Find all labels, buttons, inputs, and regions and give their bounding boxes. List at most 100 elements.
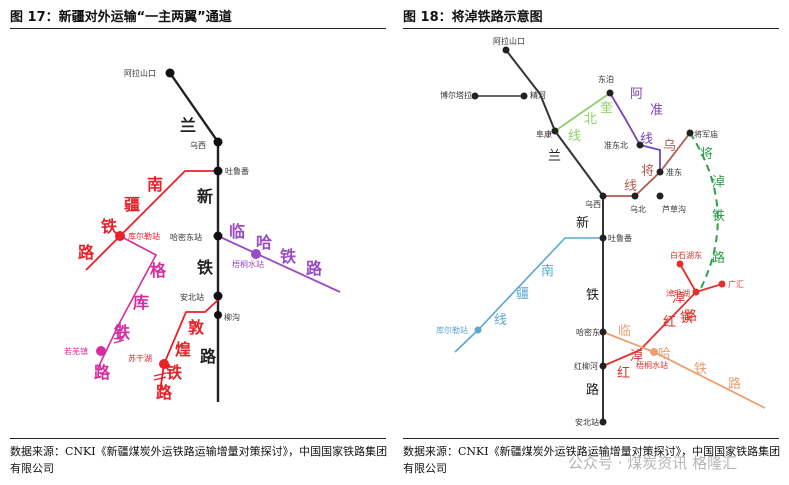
r-wujiang-char-1: 乌 (663, 138, 676, 154)
r-dot-dongba (606, 89, 614, 97)
dunhuang-char-1: 敦 (188, 318, 205, 337)
r-kuibei-line (554, 92, 611, 132)
r-naohong-line (602, 283, 723, 367)
r-linha-char-4: 路 (728, 376, 741, 392)
r-dot-anbei (599, 418, 607, 426)
r-jiangnao-char-2: 淖 (712, 175, 725, 190)
label-liugou: 柳沟 (224, 312, 240, 322)
gekuer-char-4: 路 (94, 363, 111, 382)
r-naohong-char-3: 铁 (680, 311, 693, 326)
r-label-jinghe: 精河 (530, 90, 546, 100)
r-label-alashankou: 阿拉山口 (493, 36, 525, 46)
r-dot-lucaogou (656, 192, 664, 200)
r-label-zhundong: 准东 (666, 167, 682, 177)
label-hamidong: 哈密东站 (170, 232, 202, 242)
r-wujiang-char-3: 线 (624, 179, 637, 194)
r-nanjiang-char-2: 疆 (516, 287, 529, 302)
gekuer-char-3: 铁 (114, 323, 130, 342)
station-dot-hamidong (213, 231, 223, 241)
r-wujiang-char-2: 将 (641, 164, 654, 179)
r-baishihu-branch (679, 263, 697, 293)
label-qiaotong: 梧桐水站 (232, 259, 264, 269)
label-kuerle: 库尔勒站 (128, 231, 160, 241)
r-dot-wuxi (599, 192, 607, 200)
linha-char-2: 哈 (256, 233, 272, 252)
r-lanxin-char-1: 兰 (548, 149, 561, 164)
linha-line (217, 235, 341, 293)
nanjiang-char-1: 南 (147, 175, 163, 194)
watermark: 公众号 · 煤炭资讯 格隆汇 (568, 454, 738, 472)
station-dot-alashankou (165, 68, 175, 78)
right-source-note: 数据来源：CNKI《新疆煤炭外运铁路运输增量对策探讨》，中国国家铁路集团有限公司 (403, 445, 781, 475)
r-dot-naomaohu (692, 288, 700, 296)
lanxin-char-4: 路 (200, 347, 217, 366)
linha-char-3: 铁 (280, 247, 296, 266)
r-label-kuerle: 库尔勒站 (436, 325, 468, 335)
r-label-anbei: 安北站 (575, 417, 599, 427)
r-label-honglioahe: 红柳河 (574, 361, 598, 371)
r-kuibei-char-2: 北 (584, 112, 597, 127)
r-linha-char-3: 铁 (694, 362, 707, 377)
r-azhun-char-2: 准 (650, 103, 663, 118)
r-dot-honglioahe (599, 362, 607, 370)
r-label-wubei: 乌北 (630, 204, 646, 214)
gekuer-char-2: 库 (133, 293, 149, 312)
linha-char-1: 临 (229, 222, 245, 241)
r-label-dongba: 东泊 (598, 74, 614, 84)
r-label-qiaotong: 梧桐水站 (636, 360, 668, 370)
gekuer-tick-2 (113, 339, 125, 344)
nanjiang-char-3: 铁 (101, 217, 117, 236)
lanxin-char-2: 新 (197, 187, 213, 206)
r-dot-jiangjunmiao (686, 129, 694, 137)
nanjiang-line (85, 170, 218, 271)
dunhuang-char-4: 路 (156, 383, 173, 402)
station-dot-qiaotong (251, 249, 261, 259)
r-dot-qiaotong (650, 348, 658, 356)
r-naohong-char-1: 淖 (672, 291, 685, 306)
station-dot-suganhu (159, 359, 169, 369)
dunhuang-char-3: 铁 (166, 363, 182, 382)
dunhuang-tick-1 (153, 372, 167, 377)
r-lanxin-char-3: 铁 (586, 288, 599, 303)
station-dot-kuerle (115, 231, 125, 241)
right-source-rule (403, 438, 779, 439)
r-red-char-1: 淖 (630, 349, 643, 364)
left-diagram: 阿拉山口 乌西 吐鲁番 哈密东站 安北站 柳沟 库尔勒站 若羌镇 苏干湖 梧桐水… (64, 68, 341, 402)
right-title-rule (403, 28, 779, 29)
r-kuibei-char-1: 奎 (600, 101, 613, 116)
station-dot-wuxi (213, 137, 223, 147)
r-lanxin-char-4: 路 (586, 382, 599, 398)
r-dot-hamidong (599, 328, 607, 336)
r-label-wuxi: 乌西 (585, 199, 601, 209)
r-dot-kuitun (551, 127, 559, 135)
dunhuang-char-2: 煌 (175, 340, 191, 359)
label-suganhu: 苏干湖 (128, 353, 152, 363)
right-diagram: 阿拉山口 博尔塔拉 精河 阜康 东泊 准东北 将军庙 准东 乌西 乌北 芦草沟 … (436, 36, 766, 427)
r-label-hamidong: 哈密东 (576, 327, 600, 337)
r-wujiang-line (603, 132, 691, 197)
station-dot-liugou (214, 311, 222, 319)
r-nanjiang-char-3: 线 (494, 313, 507, 328)
lanxin-char-3: 铁 (197, 258, 213, 277)
r-label-fukang: 阜康 (536, 129, 552, 139)
r-label-lucaogou: 芦草沟 (662, 204, 686, 214)
r-jiangnao-char-1: 将 (700, 147, 713, 162)
r-azhun-char-3: 线 (640, 132, 653, 147)
r-dot-alashankou (502, 46, 510, 54)
r-linha-char-2: 哈 (658, 347, 671, 362)
r-dot-wubei (631, 192, 639, 200)
r-kuibei-char-3: 线 (568, 129, 581, 144)
label-wuxi: 乌西 (190, 140, 206, 150)
r-label-zhundongbei: 准东北 (604, 140, 628, 150)
r-nanjiang-line (454, 237, 603, 353)
r-linha-char-1: 临 (618, 324, 631, 339)
gekuer-char-1: 格 (150, 261, 167, 280)
r-naohong-char-2: 红 (663, 314, 676, 330)
left-source-note: 数据来源：CNKI《新疆煤炭外运铁路运输增量对策探讨》，中国国家铁路集团有限公司 (10, 445, 388, 475)
r-jiangnao-char-3: 铁 (712, 209, 725, 224)
r-nanjiang-char-1: 南 (541, 263, 554, 279)
station-dot-anbei (213, 291, 223, 301)
r-dot-boerta (471, 92, 479, 100)
lanxin-char-1: 兰 (180, 116, 196, 135)
label-anbei: 安北站 (180, 292, 204, 302)
